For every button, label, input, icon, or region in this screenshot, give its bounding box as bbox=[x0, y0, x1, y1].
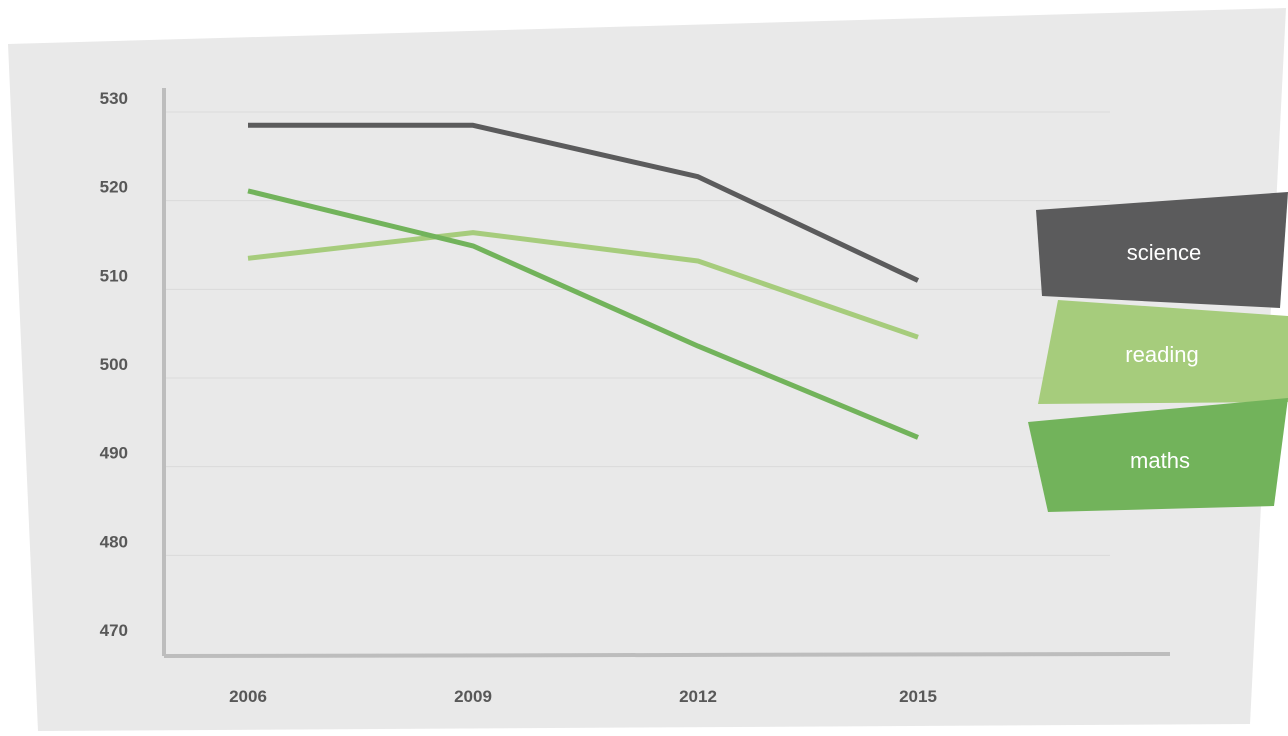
legend-label: maths bbox=[1130, 448, 1190, 473]
y-tick-label: 530 bbox=[100, 89, 128, 108]
y-tick-label: 510 bbox=[100, 266, 128, 285]
x-tick-label: 2015 bbox=[899, 687, 937, 706]
x-axis-tick-labels: 2006 2009 2012 2015 bbox=[229, 687, 937, 706]
legend: science reading maths bbox=[1028, 192, 1288, 512]
legend-swatch bbox=[1028, 398, 1288, 512]
series-lines bbox=[247, 122, 920, 440]
series-line-reading bbox=[247, 230, 919, 340]
y-axis-tick-labels: 530 520 510 500 490 480 470 bbox=[100, 89, 128, 640]
y-tick-label: 490 bbox=[100, 444, 128, 463]
x-tick-label: 2012 bbox=[679, 687, 717, 706]
chart-background-panel bbox=[8, 8, 1286, 731]
y-tick-label: 520 bbox=[100, 178, 128, 197]
y-tick-label: 480 bbox=[100, 532, 128, 551]
series-line-science bbox=[248, 122, 920, 283]
legend-item-maths: maths bbox=[1028, 398, 1288, 512]
legend-swatch bbox=[1036, 192, 1288, 308]
gridlines bbox=[164, 111, 1110, 556]
legend-item-science: science bbox=[1036, 192, 1288, 308]
y-tick-label: 500 bbox=[100, 355, 128, 374]
legend-item-reading: reading bbox=[1038, 300, 1288, 404]
legend-swatch bbox=[1038, 300, 1288, 404]
y-tick-label: 470 bbox=[100, 621, 128, 640]
axes bbox=[162, 88, 1171, 658]
x-tick-label: 2006 bbox=[229, 687, 267, 706]
legend-label: science bbox=[1127, 240, 1202, 265]
x-tick-label: 2009 bbox=[454, 687, 492, 706]
legend-label: reading bbox=[1125, 342, 1198, 367]
series-line-maths bbox=[247, 188, 919, 440]
x-axis-line bbox=[163, 652, 1171, 658]
